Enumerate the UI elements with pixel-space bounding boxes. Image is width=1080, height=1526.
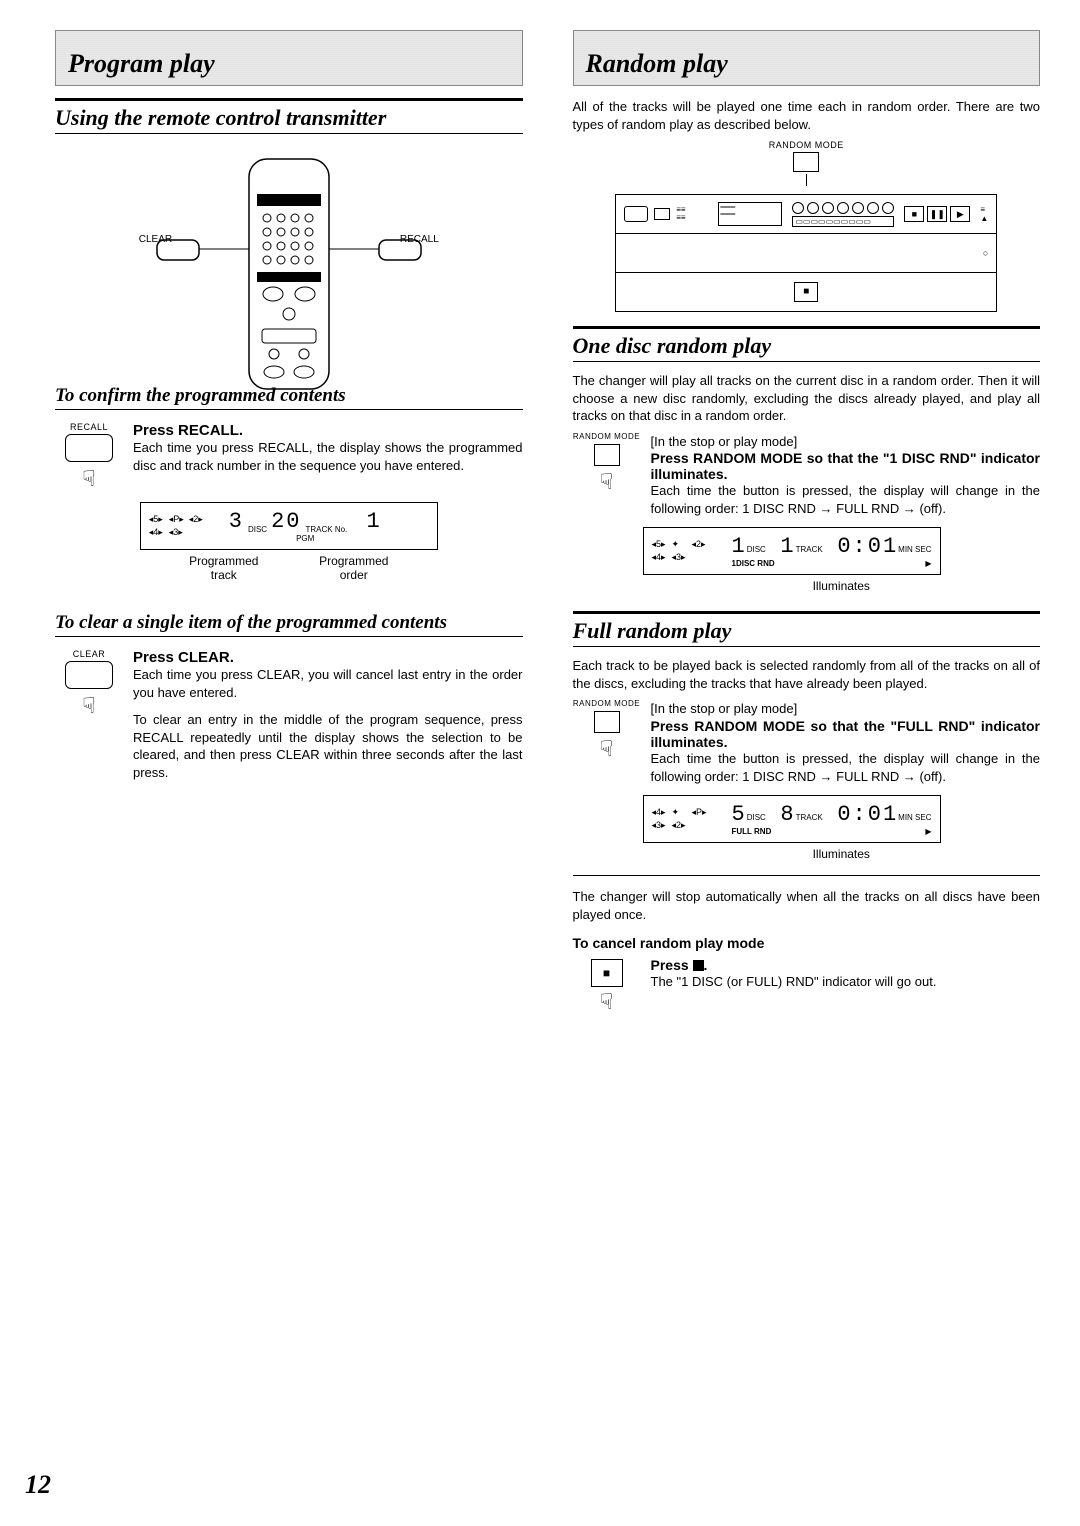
clear-title: To clear a single item of the programmed… <box>55 612 523 634</box>
onedisc-title: One disc random play <box>573 333 1041 359</box>
stop-button-icon: ■ ☟ <box>573 957 641 1015</box>
onedisc-body: The changer will play all tracks on the … <box>573 372 1041 425</box>
clear-callout-label: CLEAR <box>139 234 172 245</box>
confirm-heading: Press RECALL. <box>133 422 523 439</box>
clear-button-icon: CLEAR ☟ <box>55 649 123 781</box>
onedisc-caption: Illuminates <box>643 579 1041 593</box>
right-column: Random play All of the tracks will be pl… <box>573 30 1041 1025</box>
onedisc-context: [In the stop or play mode] <box>651 433 1041 451</box>
full-random-button-icon: RANDOM MODE ☟ <box>573 700 641 785</box>
right-header-title: Random play <box>586 49 728 78</box>
full-context: [In the stop or play mode] <box>651 700 1041 718</box>
confirm-display: ◂5▸◂P▸◂2▸ ◂4▸◂3▸ 3 DISC 20 TRACK No. 1 P… <box>140 502 438 550</box>
full-display: ◂4▸✦◂P▸ ◂3▸◂2▸ 5DISC 8TRACK 0:01MIN SEC … <box>643 795 941 843</box>
left-header-box: Program play <box>55 30 523 86</box>
full-footer: The changer will stop automatically when… <box>573 888 1041 923</box>
caption-prog-track: Programmed track <box>179 554 269 582</box>
onedisc-display: ◂5▸✦◂2▸ ◂4▸◂3▸ 1DISC 1TRACK 0:01MIN SEC … <box>643 527 941 575</box>
clear-body1: Each time you press CLEAR, you will canc… <box>133 666 523 701</box>
left-column: Program play Using the remote control tr… <box>55 30 523 1025</box>
right-header-box: Random play <box>573 30 1041 86</box>
cancel-heading: Press . <box>651 957 1041 973</box>
recall-button-icon: RECALL ☟ <box>55 422 123 492</box>
cancel-title: To cancel random play mode <box>573 935 1041 951</box>
remote-section-title: Using the remote control transmitter <box>55 105 523 131</box>
onedisc-detail: Each time the button is pressed, the dis… <box>651 482 1041 517</box>
clear-heading: Press CLEAR. <box>133 649 523 666</box>
onedisc-heading: Press RANDOM MODE so that the "1 DISC RN… <box>651 450 1041 482</box>
full-body: Each track to be played back is selected… <box>573 657 1041 692</box>
remote-illustration: CLEAR RECALL <box>55 154 523 245</box>
full-detail: Each time the button is pressed, the dis… <box>651 750 1041 785</box>
full-title: Full random play <box>573 618 1041 644</box>
onedisc-random-button-icon: RANDOM MODE ☟ <box>573 433 641 518</box>
player-illustration: ≡≡≡≡ ══════ ▭▭▭▭▭▭▭▭▭▭ ■❚❚▶ ≡▲ ○ ■ <box>615 194 997 312</box>
recall-callout-label: RECALL <box>400 234 439 245</box>
cancel-body: The "1 DISC (or FULL) RND" indicator wil… <box>651 973 1041 991</box>
clear-body2: To clear an entry in the middle of the p… <box>133 711 523 781</box>
caption-prog-order: Programmed order <box>309 554 399 582</box>
full-caption: Illuminates <box>643 847 1041 861</box>
player-random-label: RANDOM MODE <box>573 141 1041 150</box>
confirm-body: Each time you press RECALL, the display … <box>133 439 523 474</box>
left-header-title: Program play <box>68 49 215 78</box>
page-number: 12 <box>25 1470 51 1500</box>
stop-icon <box>693 960 704 971</box>
confirm-title: To confirm the programmed contents <box>55 385 523 407</box>
full-heading: Press RANDOM MODE so that the "FULL RND"… <box>651 718 1041 750</box>
random-intro: All of the tracks will be played one tim… <box>573 98 1041 133</box>
